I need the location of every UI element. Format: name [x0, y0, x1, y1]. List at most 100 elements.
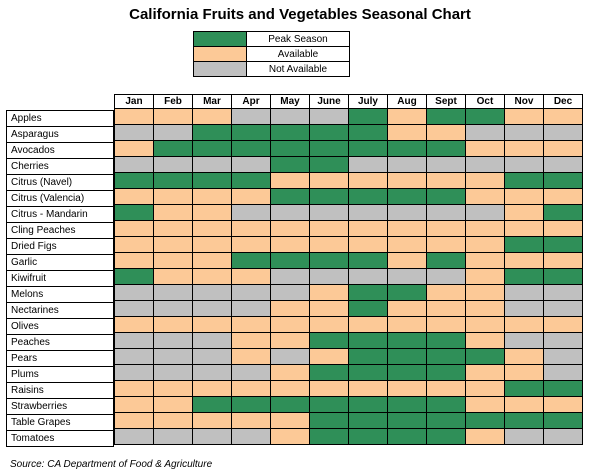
month-header: Feb: [153, 94, 193, 109]
grid-cell: [114, 108, 154, 125]
grid-row: [114, 124, 583, 141]
grid-cell: [309, 348, 349, 365]
grid-cell: [231, 172, 271, 189]
grid-cell: [309, 236, 349, 253]
month-header: June: [309, 94, 349, 109]
grid-cell: [465, 348, 505, 365]
legend-label: Peak Season: [246, 31, 350, 47]
grid-cell: [114, 364, 154, 381]
grid-cell: [387, 348, 427, 365]
grid-cell: [348, 348, 388, 365]
grid-cell: [387, 220, 427, 237]
grid-cell: [348, 108, 388, 125]
grid-cell: [348, 332, 388, 349]
grid-cell: [504, 412, 544, 429]
grid-cell: [504, 316, 544, 333]
grid-cell: [465, 284, 505, 301]
grid-cell: [153, 140, 193, 157]
grid-cell: [543, 236, 583, 253]
grid-cell: [504, 284, 544, 301]
grid-cell: [348, 172, 388, 189]
grid-cell: [192, 428, 232, 445]
grid-cell: [270, 220, 310, 237]
grid-cell: [504, 108, 544, 125]
grid-cell: [270, 124, 310, 141]
grid-cell: [153, 172, 193, 189]
grid-cell: [426, 268, 466, 285]
grid-cell: [387, 172, 427, 189]
grid-cell: [153, 396, 193, 413]
grid-cell: [426, 364, 466, 381]
grid-cell: [231, 332, 271, 349]
grid-cell: [465, 172, 505, 189]
grid-cell: [270, 348, 310, 365]
grid-cell: [114, 236, 154, 253]
grid-cell: [231, 108, 271, 125]
grid-row: [114, 364, 583, 381]
month-header: July: [348, 94, 388, 109]
grid-cell: [504, 364, 544, 381]
grid-cell: [309, 188, 349, 205]
grid-cell: [114, 140, 154, 157]
grid-cell: [309, 412, 349, 429]
grid-cell: [270, 364, 310, 381]
grid-cell: [348, 156, 388, 173]
grid-row: [114, 380, 583, 397]
grid-cell: [543, 412, 583, 429]
grid-cell: [192, 188, 232, 205]
grid-cell: [231, 316, 271, 333]
grid-cell: [192, 268, 232, 285]
grid-cell: [465, 220, 505, 237]
grid-cell: [504, 252, 544, 269]
grid-cell: [231, 348, 271, 365]
grid-cell: [387, 140, 427, 157]
grid-cell: [387, 428, 427, 445]
grid-cell: [426, 156, 466, 173]
grid-cell: [153, 348, 193, 365]
grid-cell: [543, 108, 583, 125]
grid-cell: [387, 380, 427, 397]
grid-cell: [270, 236, 310, 253]
grid-cell: [270, 268, 310, 285]
month-header: Apr: [231, 94, 271, 109]
grid-cell: [465, 140, 505, 157]
grid-cell: [543, 156, 583, 173]
grid-cell: [114, 316, 154, 333]
grid-cell: [231, 252, 271, 269]
row-label: Citrus (Valencia): [6, 190, 114, 207]
grid-row: [114, 252, 583, 269]
grid-cell: [465, 316, 505, 333]
grid-cell: [153, 204, 193, 221]
grid-cell: [192, 412, 232, 429]
grid-cell: [309, 380, 349, 397]
grid-row: [114, 332, 583, 349]
grid-cell: [465, 124, 505, 141]
grid-cell: [465, 236, 505, 253]
grid-cell: [153, 428, 193, 445]
grid-cell: [309, 172, 349, 189]
grid-cell: [309, 156, 349, 173]
grid-cell: [309, 396, 349, 413]
grid-cell: [270, 428, 310, 445]
grid-cell: [426, 124, 466, 141]
row-label: Peaches: [6, 334, 114, 351]
grid-cell: [387, 396, 427, 413]
grid-cell: [465, 300, 505, 317]
grid-cell: [114, 268, 154, 285]
grid-cell: [543, 348, 583, 365]
grid-cell: [114, 300, 154, 317]
row-label: Cling Peaches: [6, 222, 114, 239]
grid-cell: [114, 172, 154, 189]
grid-row: [114, 172, 583, 189]
grid-cell: [543, 300, 583, 317]
legend-label: Not Available: [246, 61, 350, 77]
grid-cell: [465, 156, 505, 173]
row-label: Apples: [6, 110, 114, 127]
grid-cell: [153, 380, 193, 397]
grid-cell: [348, 316, 388, 333]
grid-cell: [426, 348, 466, 365]
grid-cell: [426, 252, 466, 269]
grid-cell: [153, 220, 193, 237]
row-label: Kiwifruit: [6, 270, 114, 287]
grid-cell: [465, 108, 505, 125]
